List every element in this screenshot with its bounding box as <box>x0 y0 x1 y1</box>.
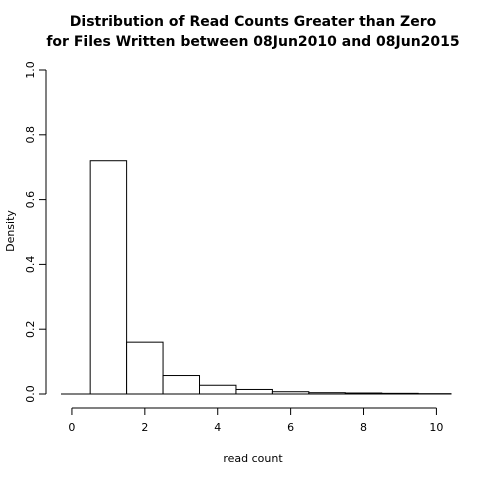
y-axis-tick-label-1: 0.2 <box>24 320 37 338</box>
histogram-bar-3 <box>126 341 164 395</box>
y-axis-title: Density <box>4 210 17 252</box>
histogram-bar-6 <box>235 388 273 395</box>
y-axis-tick-label-5: 1.0 <box>24 61 37 79</box>
histogram-bar-5 <box>199 384 237 395</box>
chart-title-line-2: for Files Written between 08Jun2010 and … <box>46 34 459 50</box>
y-axis-tick-label-0: 0.0 <box>24 385 37 403</box>
x-axis-title: read count <box>223 452 283 465</box>
x-axis-tick-label-5: 10 <box>429 421 443 434</box>
x-axis-tick-label-3: 6 <box>287 421 294 434</box>
x-axis-tick-label-2: 4 <box>214 421 221 434</box>
x-axis-tick-label-1: 2 <box>141 421 148 434</box>
plot-layer <box>61 160 452 395</box>
chart-title-line-1: Distribution of Read Counts Greater than… <box>70 14 437 30</box>
y-axis-tick-label-3: 0.6 <box>24 191 37 209</box>
x-axis-tick-label-0: 0 <box>68 421 75 434</box>
title-group: Distribution of Read Counts Greater than… <box>46 14 459 50</box>
axes-layer: 0 2 4 6 8 10 0.0 0.2 0.4 0.6 0.8 1.0 <box>24 61 443 434</box>
histogram-bar-2 <box>89 160 128 395</box>
x-axis-tick-label-4: 8 <box>360 421 367 434</box>
histogram-bar-4 <box>162 375 201 395</box>
y-axis-tick-label-2: 0.4 <box>24 256 37 274</box>
y-axis-tick-label-4: 0.8 <box>24 126 37 144</box>
